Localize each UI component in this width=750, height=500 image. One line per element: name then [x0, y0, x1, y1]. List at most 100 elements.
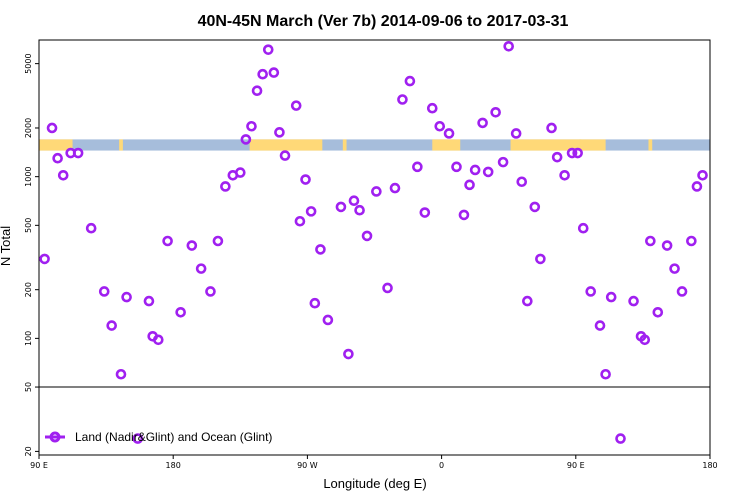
x-axis: 90 E 180 90 W 0 90 E 180	[30, 455, 718, 470]
y-axis-title: N Total	[0, 226, 13, 266]
data-point	[57, 169, 69, 181]
land-band-segment	[510, 139, 582, 151]
y-axis: 20 50 100 200 500 1000 2000 5000	[24, 53, 39, 456]
legend-marker	[49, 431, 61, 443]
data-point	[246, 120, 257, 132]
data-point	[162, 235, 173, 247]
data-point	[39, 253, 50, 265]
y-tick-label: 50	[24, 382, 33, 392]
data-point	[52, 152, 63, 164]
data-point	[195, 263, 207, 274]
data-point	[186, 240, 198, 251]
data-point	[251, 85, 263, 97]
data-point	[72, 147, 84, 159]
data-point	[482, 166, 494, 178]
data-point	[419, 207, 431, 218]
land-ocean-band	[39, 139, 710, 151]
land-band-segment	[249, 139, 323, 151]
data-point	[522, 295, 533, 307]
y-tick-label: 2000	[24, 118, 33, 138]
data-point	[615, 433, 626, 444]
legend-label: Land (Nadir&Glint) and Ocean (Glint)	[75, 430, 272, 444]
data-point	[661, 240, 673, 251]
data-point	[46, 122, 58, 134]
y-tick-label: 200	[24, 282, 33, 297]
data-point	[300, 174, 311, 185]
data-point	[343, 348, 354, 360]
x-tick-label: 0	[439, 461, 444, 470]
x-axis-title: Longitude (deg E)	[323, 476, 426, 491]
data-point	[205, 286, 216, 297]
data-point	[691, 181, 703, 192]
data-point	[551, 151, 563, 163]
x-tick-label: 90 W	[297, 461, 318, 470]
data-point	[458, 209, 470, 221]
data-point	[235, 167, 246, 178]
data-point	[477, 117, 488, 129]
data-point	[143, 295, 155, 307]
data-point	[371, 186, 382, 197]
data-point	[546, 122, 557, 134]
data-point	[559, 169, 570, 181]
data-point	[464, 179, 475, 191]
data-point	[279, 150, 291, 161]
land-band-segment	[579, 139, 606, 151]
data-point	[451, 161, 462, 173]
data-point	[469, 164, 481, 176]
data-points	[39, 40, 708, 444]
data-point	[426, 102, 438, 114]
data-point	[594, 320, 606, 331]
data-point	[382, 282, 393, 294]
y-tick-label: 20	[24, 446, 33, 456]
ocean-band	[39, 139, 710, 151]
data-point	[240, 134, 252, 145]
data-point	[85, 222, 97, 234]
y-tick-label: 1000	[24, 166, 33, 186]
data-point	[628, 295, 639, 307]
x-tick-label: 180	[702, 461, 717, 470]
data-point	[335, 201, 347, 213]
x-tick-label: 180	[166, 461, 181, 470]
plot-frame	[38, 39, 711, 456]
data-point	[315, 244, 326, 255]
data-point	[348, 195, 360, 207]
data-point	[262, 44, 274, 55]
data-point	[121, 291, 132, 303]
data-point	[652, 306, 664, 318]
data-point	[510, 128, 522, 139]
land-band-segment	[342, 139, 347, 151]
x-tick-label: 90 E	[30, 461, 48, 470]
data-point	[686, 235, 697, 247]
data-point	[600, 368, 611, 380]
data-point	[268, 67, 280, 78]
y-tick-label: 5000	[24, 53, 33, 73]
data-point	[697, 169, 708, 181]
data-point	[305, 206, 317, 217]
data-point	[294, 215, 306, 227]
data-point	[132, 433, 144, 444]
data-point	[354, 204, 365, 216]
y-tick-label: 500	[24, 218, 33, 233]
data-point	[212, 235, 224, 247]
land-band-segment	[119, 139, 123, 151]
data-point	[577, 222, 589, 234]
data-point	[290, 100, 302, 111]
data-point	[115, 368, 127, 380]
data-point	[529, 201, 541, 213]
data-point	[389, 182, 401, 194]
data-point	[412, 161, 423, 173]
data-point	[220, 181, 231, 192]
land-band-segment	[648, 139, 653, 151]
data-point	[404, 75, 416, 87]
data-point	[605, 291, 617, 303]
data-point	[434, 120, 446, 132]
data-point	[257, 68, 268, 80]
x-tick-label: 90 E	[567, 461, 585, 470]
data-point	[497, 156, 509, 168]
data-point	[397, 94, 408, 105]
data-point	[503, 40, 515, 52]
data-point	[98, 286, 110, 297]
data-point	[516, 176, 528, 188]
data-point	[639, 334, 651, 346]
